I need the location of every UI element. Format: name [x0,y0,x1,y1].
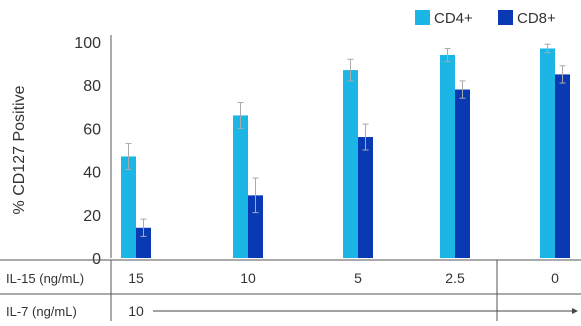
category-label: 15 [128,270,144,286]
il15-row-label: IL-15 (ng/mL) [6,271,84,286]
y-tick-label: 20 [83,208,101,225]
bar-cd4-4 [540,48,555,259]
y-tick-label: 100 [74,35,101,52]
bar-cd8-2 [358,137,373,258]
bar-cd4-1 [233,115,248,258]
il7-row-label: IL-7 (ng/mL) [6,304,77,319]
bar-cd8-4 [555,74,570,259]
y-axis-label: % CD127 Positive [11,85,28,214]
legend-label: CD4+ [434,10,473,27]
il7-value: 10 [128,303,144,319]
y-tick-label: 60 [83,121,101,138]
category-label: 10 [240,270,256,286]
bar-cd4-2 [343,70,358,258]
bar-cd8-0 [136,227,151,258]
il7-arrow-head [572,308,578,314]
y-tick-label: 80 [83,78,101,95]
bar-cd8-1 [248,195,263,258]
bar-cd8-3 [455,89,470,259]
category-label: 5 [354,270,362,286]
legend-label: CD8+ [517,10,556,27]
category-label: 0 [551,270,559,286]
bar-cd4-3 [440,54,455,259]
bar-cd4-0 [121,156,136,258]
legend-swatch-cd4 [415,10,430,25]
y-tick-label: 40 [83,165,101,182]
legend-swatch-cd8 [498,10,513,25]
category-label: 2.5 [445,270,465,286]
